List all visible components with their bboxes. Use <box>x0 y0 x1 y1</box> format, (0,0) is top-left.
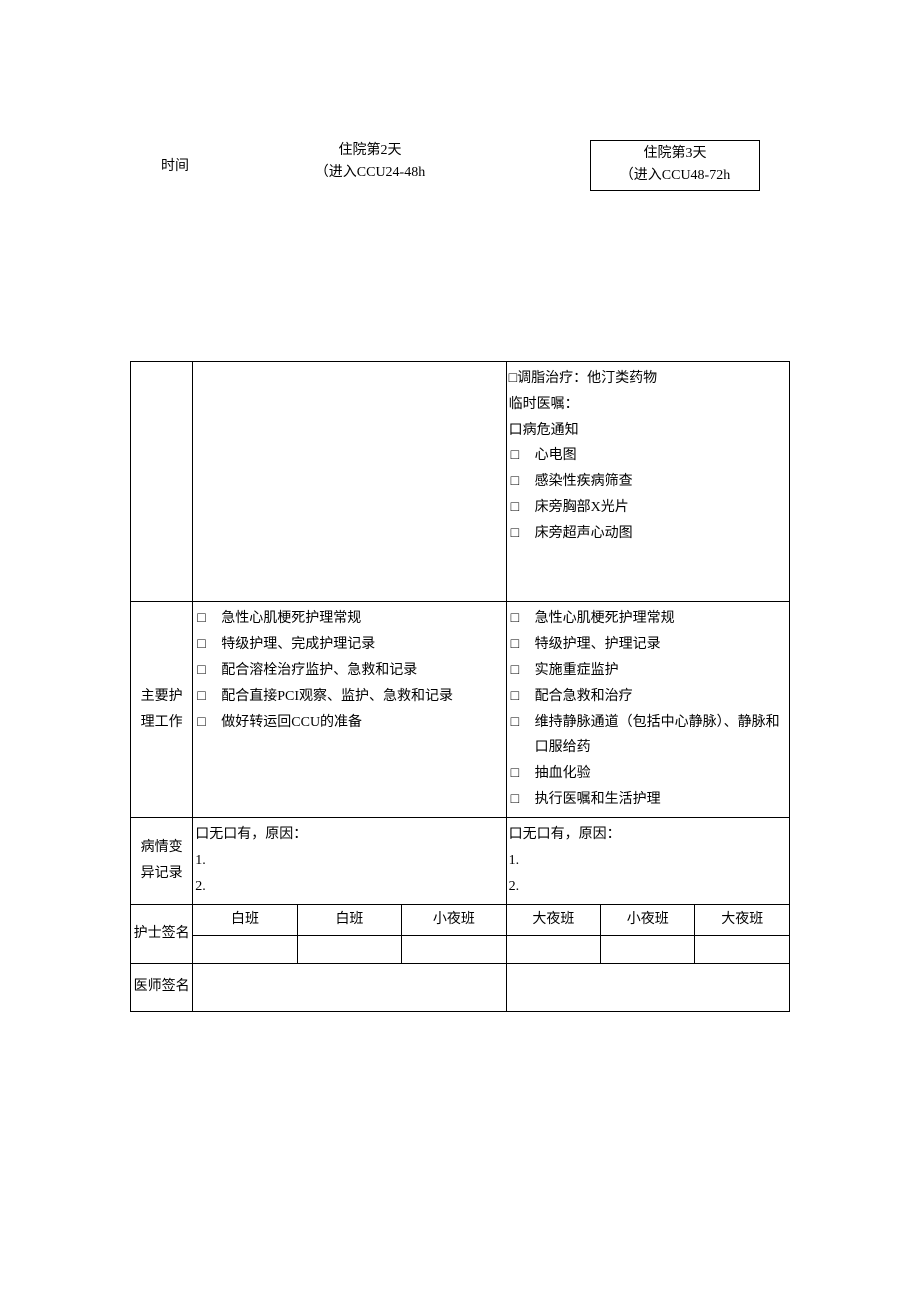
nursing-item: □ 维持静脉通道（包括中心静脉）、静脉和口服给药 <box>509 710 785 762</box>
nursing-text: 急性心肌梗死护理常规 <box>221 606 501 632</box>
variance-n2: 2. <box>195 874 501 900</box>
variance-text: 口无口有，原因： <box>509 822 785 848</box>
nursing-item: □ 做好转运回CCU的准备 <box>195 710 501 736</box>
nursing-item: □ 特级护理、完成护理记录 <box>195 632 501 658</box>
orders-left-cell <box>193 361 506 601</box>
table-row: 主要护理工作 □ 急性心肌梗死护理常规 □ 特级护理、完成护理记录 □ 配合溶栓… <box>131 602 790 818</box>
nurse-sign-cell <box>695 935 790 963</box>
doctor-sign-left <box>193 963 506 1011</box>
nursing-item: □ 急性心肌梗死护理常规 <box>509 606 785 632</box>
nursing-item: □ 配合溶栓治疗监护、急救和记录 <box>195 658 501 684</box>
day2-subtitle: （进入CCU24-48h <box>220 162 520 184</box>
checkbox-icon: □ <box>197 710 215 736</box>
nursing-row-label: 主要护理工作 <box>131 602 193 818</box>
shift-header: 白班 <box>193 904 297 935</box>
variance-row-label: 病情变异记录 <box>131 818 193 905</box>
nursing-text: 维持静脉通道（包括中心静脉）、静脉和口服给药 <box>535 710 785 762</box>
checkbox-icon: □ <box>511 658 529 684</box>
orders-item: □ 床旁超声心动图 <box>509 521 785 547</box>
orders-line: □调脂治疗：他汀类药物 <box>509 366 785 392</box>
shift-header: 白班 <box>297 904 401 935</box>
nursing-text: 配合溶栓治疗监护、急救和记录 <box>221 658 501 684</box>
shift-header: 小夜班 <box>601 904 695 935</box>
orders-line: 口病危通知 <box>509 418 785 444</box>
nurse-sign-row <box>131 935 790 963</box>
orders-line: 临时医嘱： <box>509 392 785 418</box>
day3-title: 住院第3天 <box>599 143 751 165</box>
nursing-text: 实施重症监护 <box>535 658 785 684</box>
checkbox-icon: □ <box>511 469 529 495</box>
orders-right-cell: □调脂治疗：他汀类药物 临时医嘱： 口病危通知 □ 心电图 □ 感染性疾病筛查 … <box>506 361 789 601</box>
page-header: 时间 住院第2天 （进入CCU24-48h 住院第3天 （进入CCU48-72h <box>130 140 790 191</box>
nurse-sign-cell <box>193 935 297 963</box>
nursing-right-cell: □ 急性心肌梗死护理常规 □ 特级护理、护理记录 □ 实施重症监护 □ 配合急救… <box>506 602 789 818</box>
doctor-sign-label: 医师签名 <box>131 963 193 1011</box>
nurse-sign-cell <box>402 935 506 963</box>
checkbox-icon: □ <box>511 684 529 710</box>
nurse-sign-cell <box>601 935 695 963</box>
doctor-sign-right <box>506 963 789 1011</box>
nursing-text: 配合急救和治疗 <box>535 684 785 710</box>
orders-text: 感染性疾病筛查 <box>535 469 785 495</box>
variance-n2: 2. <box>509 874 785 900</box>
shift-header: 大夜班 <box>695 904 790 935</box>
orders-text: 床旁超声心动图 <box>535 521 785 547</box>
clinical-pathway-table: □调脂治疗：他汀类药物 临时医嘱： 口病危通知 □ 心电图 □ 感染性疾病筛查 … <box>130 361 790 1012</box>
variance-text: 口无口有，原因： <box>195 822 501 848</box>
nursing-text: 配合直接PCI观察、监护、急救和记录 <box>221 684 501 710</box>
checkbox-icon: □ <box>511 710 529 736</box>
variance-left-cell: 口无口有，原因： 1. 2. <box>193 818 506 905</box>
checkbox-icon: □ <box>511 787 529 813</box>
nurse-sign-cell <box>297 935 401 963</box>
checkbox-icon: □ <box>197 606 215 632</box>
checkbox-icon: □ <box>197 684 215 710</box>
nursing-text: 急性心肌梗死护理常规 <box>535 606 785 632</box>
nursing-text: 执行医嘱和生活护理 <box>535 787 785 813</box>
day3-subtitle: （进入CCU48-72h <box>599 165 751 187</box>
nursing-text: 做好转运回CCU的准备 <box>221 710 501 736</box>
table-row: 病情变异记录 口无口有，原因： 1. 2. 口无口有，原因： 1. 2. <box>131 818 790 905</box>
nursing-item: □ 急性心肌梗死护理常规 <box>195 606 501 632</box>
checkbox-icon: □ <box>511 606 529 632</box>
orders-text: 床旁胸部X光片 <box>535 495 785 521</box>
day2-title: 住院第2天 <box>220 140 520 162</box>
checkbox-icon: □ <box>511 443 529 469</box>
variance-right-cell: 口无口有，原因： 1. 2. <box>506 818 789 905</box>
nursing-left-cell: □ 急性心肌梗死护理常规 □ 特级护理、完成护理记录 □ 配合溶栓治疗监护、急救… <box>193 602 506 818</box>
shift-header: 小夜班 <box>402 904 506 935</box>
orders-row-label <box>131 361 193 601</box>
orders-item: □ 感染性疾病筛查 <box>509 469 785 495</box>
nursing-item: □ 配合急救和治疗 <box>509 684 785 710</box>
nursing-text: 特级护理、护理记录 <box>535 632 785 658</box>
orders-text: 心电图 <box>535 443 785 469</box>
nursing-item: □ 特级护理、护理记录 <box>509 632 785 658</box>
orders-item: □ 床旁胸部X光片 <box>509 495 785 521</box>
orders-item: □ 心电图 <box>509 443 785 469</box>
checkbox-icon: □ <box>197 658 215 684</box>
checkbox-icon: □ <box>511 521 529 547</box>
checkbox-icon: □ <box>197 632 215 658</box>
shift-header: 大夜班 <box>506 904 600 935</box>
day2-header: 住院第2天 （进入CCU24-48h <box>220 140 520 185</box>
variance-n1: 1. <box>195 848 501 874</box>
nursing-item: □ 抽血化验 <box>509 761 785 787</box>
table-row: □调脂治疗：他汀类药物 临时医嘱： 口病危通知 □ 心电图 □ 感染性疾病筛查 … <box>131 361 790 601</box>
checkbox-icon: □ <box>511 761 529 787</box>
time-label: 时间 <box>130 140 220 175</box>
day3-header: 住院第3天 （进入CCU48-72h <box>590 140 760 191</box>
doctor-sign-row: 医师签名 <box>131 963 790 1011</box>
nursing-text: 特级护理、完成护理记录 <box>221 632 501 658</box>
nursing-item: □ 配合直接PCI观察、监护、急救和记录 <box>195 684 501 710</box>
nurse-sign-cell <box>506 935 600 963</box>
nurse-shift-row: 护士签名 白班 白班 小夜班 大夜班 小夜班 大夜班 <box>131 904 790 935</box>
checkbox-icon: □ <box>511 632 529 658</box>
nursing-text: 抽血化验 <box>535 761 785 787</box>
nurse-sign-label: 护士签名 <box>131 904 193 963</box>
nursing-item: □ 执行医嘱和生活护理 <box>509 787 785 813</box>
variance-n1: 1. <box>509 848 785 874</box>
checkbox-icon: □ <box>511 495 529 521</box>
nursing-item: □ 实施重症监护 <box>509 658 785 684</box>
